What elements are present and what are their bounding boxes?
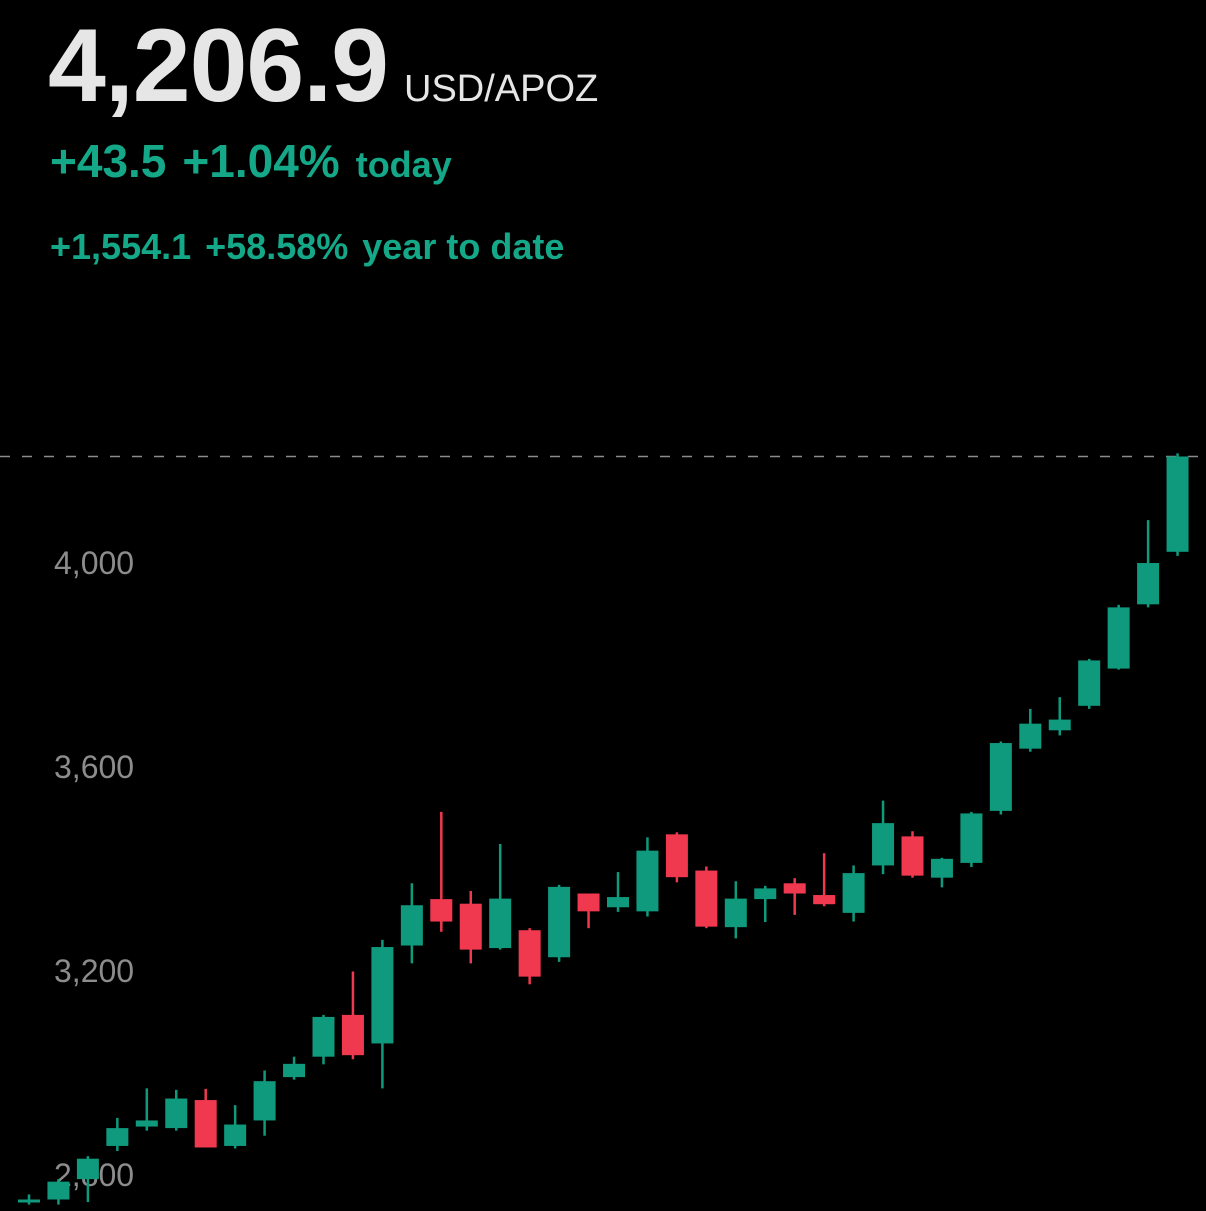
candle-body [224,1124,247,1146]
candle-body [312,1016,335,1057]
ytd-change-percent: +58.58% [205,226,349,267]
candle-up [18,1194,40,1205]
candle-up [312,1014,335,1065]
candle-body [1019,723,1042,749]
today-change-label: today [355,144,452,185]
today-change-percent: +1.04% [182,135,340,187]
candles [18,453,1189,1205]
candle-up [960,811,983,867]
y-tick-label: 4,000 [54,545,134,581]
candle-up [47,1179,70,1205]
candle-down [901,831,924,878]
candle-down [518,928,541,985]
candle-body [665,834,688,878]
current-price: 4,206.9 [48,8,389,124]
candle-body [930,858,953,878]
candle-body [636,850,659,912]
y-tick-label: 3,200 [54,953,134,989]
candle-body [165,1098,188,1129]
candle-up [224,1105,247,1149]
candle-up [872,800,895,875]
candle-body [283,1063,306,1078]
candle-body [194,1100,217,1148]
candle-body [1078,660,1101,706]
candle-body [901,836,924,876]
candle-body [106,1128,129,1146]
candle-body [1166,456,1189,552]
candle-up [1048,697,1071,736]
candle-up [135,1088,158,1131]
candle-up [1019,708,1042,752]
change-year-to-date: +1,554.1 +58.58% year to date [50,226,578,268]
candle-up [1166,453,1189,556]
candle-up [1107,604,1130,670]
candle-body [135,1120,158,1127]
candle-up [548,884,571,962]
candle-up [724,881,747,939]
candle-down [665,832,688,883]
candle-body [341,1014,364,1056]
candle-up [371,939,394,1089]
candle-body [489,898,512,949]
candle-body [872,823,895,866]
candle-up [930,857,953,888]
candle-up [1137,520,1160,608]
candle-body [518,930,541,977]
candle-up [754,885,777,923]
candle-up [842,865,865,922]
candle-body [1107,607,1130,669]
quote-header: 4,206.9 USD/APOZ +43.5 +1.04% today +1,5… [0,0,1206,300]
candle-up [989,741,1012,815]
candle-body [607,897,629,908]
candle-body [371,947,394,1044]
today-change-value: +43.5 [50,135,167,187]
candle-down [459,890,482,964]
change-today: +43.5 +1.04% today [50,134,452,188]
candle-body [400,905,423,946]
candle-down [430,811,453,932]
candle-up [165,1089,188,1131]
candle-down [341,971,364,1060]
ytd-change-label: year to date [362,226,565,267]
candle-body [960,813,983,863]
candle-down [577,893,600,929]
candle-up [607,872,629,912]
candle-body [724,898,747,928]
candle-body [783,883,806,894]
candle-up [283,1056,306,1080]
candle-body [459,903,482,950]
candle-up [400,883,423,964]
currency-pair: USD/APOZ [404,68,599,110]
candle-body [989,743,1012,811]
candle-up [636,837,659,917]
candle-body [695,870,718,927]
candle-down [813,853,836,907]
candle-up [489,844,512,950]
candle-body [1137,563,1160,605]
candle-body [253,1081,276,1121]
y-tick-label: 3,600 [54,749,134,785]
candle-body [813,895,836,905]
candle-down [783,878,806,915]
candle-body [1048,719,1071,731]
candle-body [76,1158,99,1180]
candle-body [18,1199,40,1203]
candle-down [695,866,718,929]
candle-body [548,886,571,958]
ytd-change-value: +1,554.1 [50,226,192,267]
candle-up [253,1070,276,1136]
candle-body [577,893,600,912]
candle-body [754,888,777,900]
candle-body [842,873,865,913]
candle-body [430,899,453,922]
candle-up [106,1117,129,1152]
candle-up [1078,658,1101,709]
candle-body [47,1181,70,1200]
price-row: 4,206.9 USD/APOZ [48,14,598,118]
candle-up [76,1156,99,1203]
candle-down [194,1088,217,1148]
